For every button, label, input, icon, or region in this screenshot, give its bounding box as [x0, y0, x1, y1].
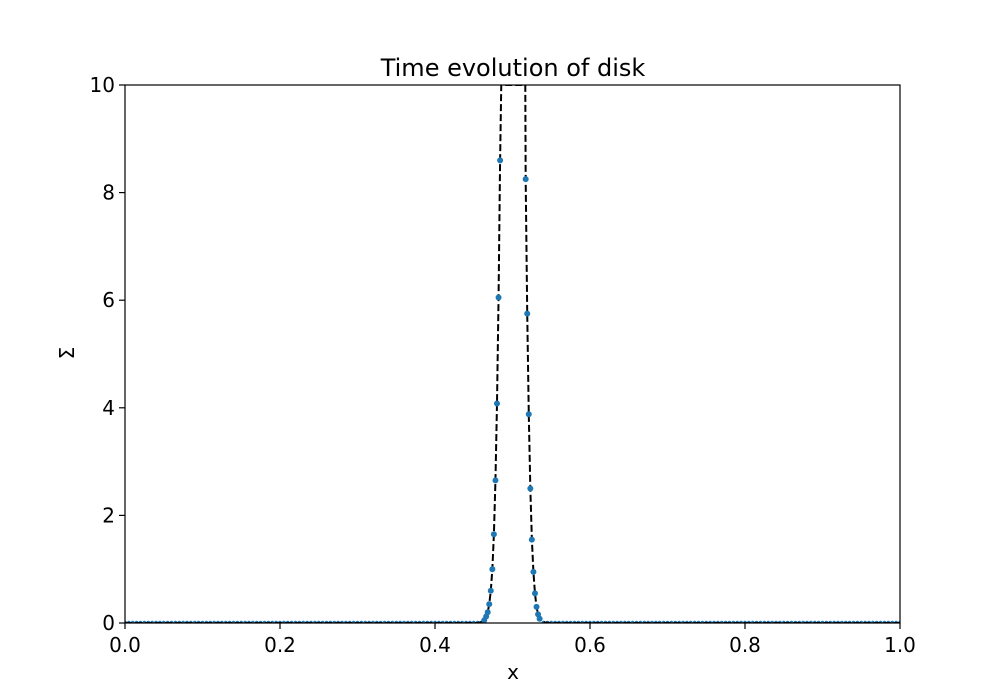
data-point	[533, 603, 540, 610]
data-point	[495, 294, 502, 301]
y-tick-label: 0	[102, 611, 115, 635]
series-line-dashed	[125, 85, 900, 623]
plot-frame	[124, 84, 901, 624]
x-tick-label: 0.4	[419, 633, 451, 657]
y-tick-label: 6	[102, 288, 115, 312]
data-point	[522, 176, 529, 183]
x-axis-label: x	[507, 660, 519, 684]
y-tick-label: 8	[102, 181, 115, 205]
axes: 0.0 0.2 0.4 0.6 0.8 1.0 0 2 4 6 8 10	[90, 73, 916, 657]
data-point	[527, 485, 534, 492]
x-tick-label: 0.2	[264, 633, 296, 657]
data-point	[490, 531, 497, 538]
y-tick-label: 10	[90, 73, 115, 97]
data-point	[536, 615, 543, 622]
data-point	[530, 568, 537, 575]
data-point	[494, 400, 500, 407]
y-tick-label: 4	[102, 396, 115, 420]
data-point	[497, 157, 504, 164]
plot-content	[125, 85, 900, 623]
x-tick-label: 0.8	[729, 633, 761, 657]
x-tick-label: 1.0	[884, 633, 916, 657]
data-point	[484, 609, 491, 616]
y-tick-label: 2	[102, 503, 115, 527]
data-point	[492, 477, 499, 484]
y-axis-label: Σ	[55, 347, 79, 360]
data-point	[489, 566, 496, 573]
x-tick-label: 0.6	[574, 633, 606, 657]
data-point	[528, 536, 535, 543]
x-tick-label: 0.0	[109, 633, 141, 657]
data-point	[531, 590, 538, 597]
data-point	[524, 310, 531, 317]
data-point	[525, 411, 532, 418]
data-point	[486, 601, 493, 608]
data-point	[487, 587, 494, 594]
chart-title: Time evolution of disk	[380, 54, 646, 82]
